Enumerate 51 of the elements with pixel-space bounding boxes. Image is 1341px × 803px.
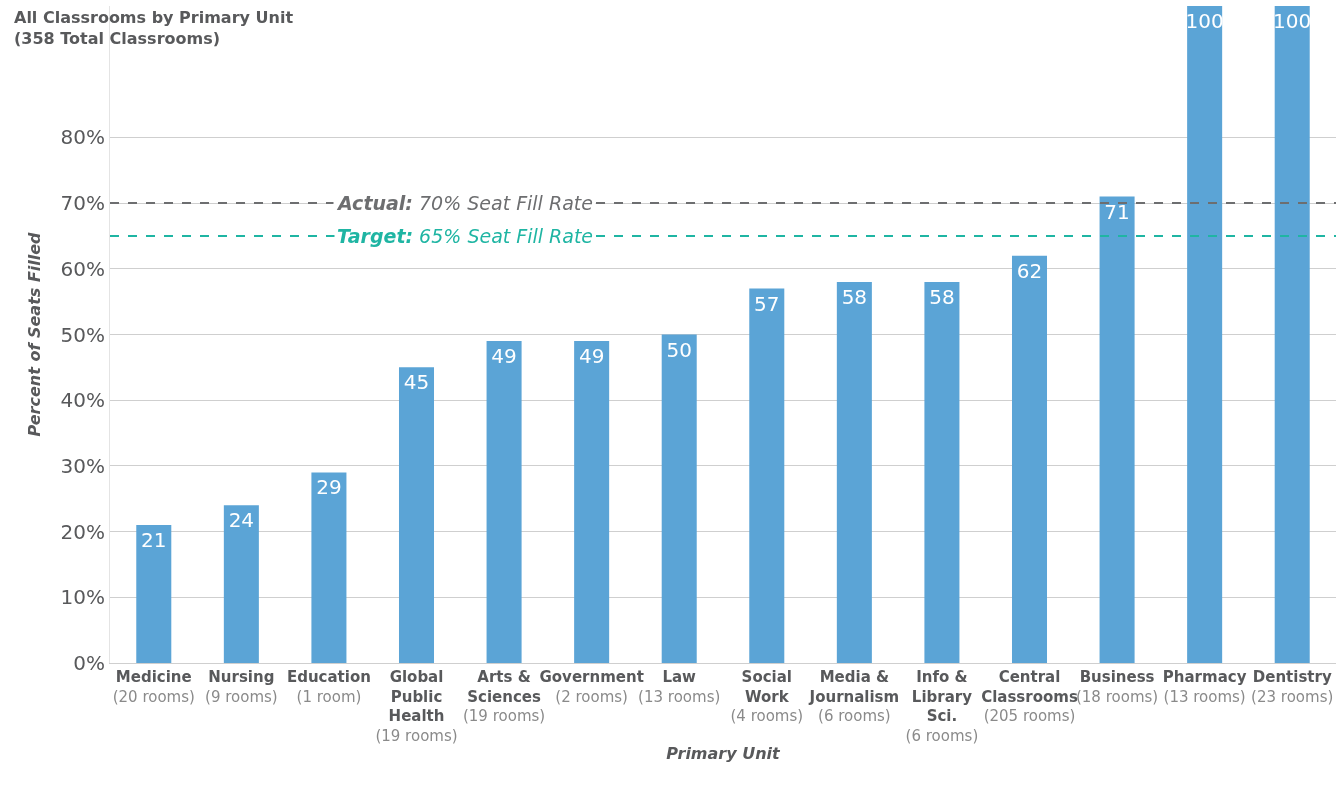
data-label: 71	[1104, 199, 1130, 224]
y-tick-label: 0%	[73, 651, 105, 675]
x-tick-label: Medicine (20 rooms)	[112, 668, 195, 706]
data-label: 24	[228, 508, 255, 533]
x-tick-label: Pharmacy (13 rooms)	[1162, 668, 1247, 706]
x-tick-label: Info & Library Sci. (6 rooms)	[905, 668, 979, 745]
bar	[1011, 255, 1048, 663]
bar	[924, 281, 960, 663]
y-tick-label: 30%	[60, 453, 105, 478]
x-tick-label: Media & Journalism (6 rooms)	[808, 668, 900, 725]
data-label: 49	[578, 344, 605, 369]
x-tick-label: Global Public Health (19 rooms)	[375, 668, 458, 745]
x-tick-label: Education (1 room)	[286, 668, 371, 706]
bar	[574, 341, 610, 663]
bar	[661, 334, 697, 663]
bar	[398, 367, 435, 663]
ref-line-label: Actual: 70% Seat Fill Rate	[336, 192, 593, 214]
data-label: 21	[141, 528, 167, 553]
y-tick-label: 50%	[60, 322, 105, 347]
data-label: 58	[929, 284, 955, 309]
data-label: 58	[841, 284, 868, 309]
data-label: 57	[754, 291, 780, 316]
y-tick-label: 40%	[60, 388, 105, 413]
y-axis-title: Percent of Seats Filled	[25, 231, 45, 437]
y-tick-label: 10%	[60, 585, 105, 610]
bar	[311, 472, 347, 663]
bar	[1099, 196, 1135, 663]
data-label: 49	[491, 344, 517, 369]
bar	[1187, 6, 1223, 663]
bar	[136, 525, 172, 663]
y-tick-label: 80%	[60, 125, 105, 150]
y-tick-label: 70%	[60, 191, 105, 216]
text: All Classrooms by Primary Unit (358 Total Classrooms)	[14, 8, 294, 48]
x-tick-label: Nursing (9 rooms)	[205, 668, 278, 706]
x-tick-label: Central Classrooms (205 rooms)	[981, 668, 1078, 725]
x-tick-label: Social Work (4 rooms)	[730, 668, 804, 725]
bar	[1274, 6, 1310, 663]
x-tick-label: Dentistry (23 rooms)	[1251, 668, 1334, 706]
data-label: 29	[316, 475, 342, 500]
x-axis-title: Primary Unit	[666, 744, 782, 764]
bar	[223, 505, 259, 663]
data-label: 50	[666, 337, 692, 362]
data-label: 45	[403, 370, 430, 395]
ref-line-label: Target: 65% Seat Fill Rate	[337, 225, 594, 247]
data-label: 62	[1016, 258, 1043, 283]
data-label: 100	[1273, 9, 1312, 33]
bar	[486, 341, 522, 663]
y-tick-label: 20%	[60, 519, 105, 544]
bar	[749, 288, 785, 663]
bar	[836, 281, 872, 663]
y-tick-label: 60%	[60, 256, 105, 281]
